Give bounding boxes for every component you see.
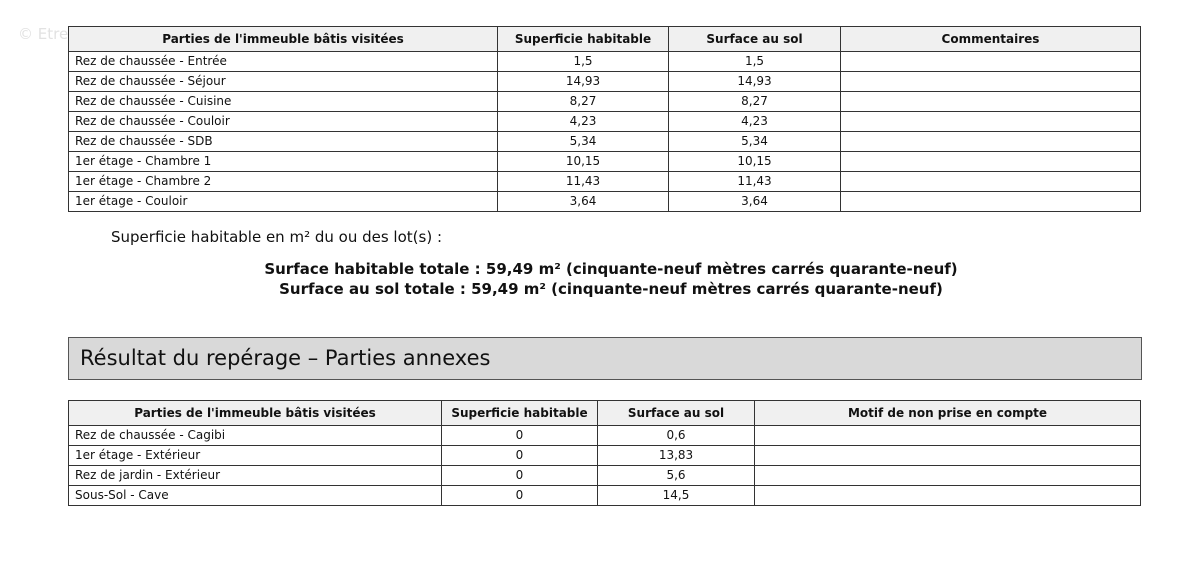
table-row: Sous-Sol - Cave 0 14,5 (68, 485, 1141, 506)
table-cell: 14,93 (668, 71, 841, 92)
table-cell: 0 (441, 485, 598, 506)
table-cell: Sous-Sol - Cave (68, 485, 442, 506)
table-cell: 10,15 (497, 151, 669, 172)
table-row: Rez de chaussée - Entrée 1,5 1,5 (68, 51, 1141, 72)
column-header: Parties de l'immeuble bâtis visitées (68, 26, 498, 52)
table-cell (840, 171, 1141, 192)
table-row: Rez de chaussée - SDB 5,34 5,34 (68, 131, 1141, 152)
table-cell: 11,43 (497, 171, 669, 192)
table-cell: Rez de chaussée - Entrée (68, 51, 498, 72)
table-cell: 5,34 (497, 131, 669, 152)
table-cell: 8,27 (668, 91, 841, 112)
table-row: 1er étage - Chambre 1 10,15 10,15 (68, 151, 1141, 172)
table-cell (754, 485, 1141, 506)
table-cell: 3,64 (668, 191, 841, 212)
table-cell: 1,5 (497, 51, 669, 72)
table-row: Rez de chaussée - Cagibi 0 0,6 (68, 425, 1141, 446)
column-header: Motif de non prise en compte (754, 400, 1141, 426)
table-cell: 0 (441, 465, 598, 486)
table-cell: 4,23 (497, 111, 669, 132)
table-cell (840, 71, 1141, 92)
annex-parts-table: Parties de l'immeuble bâtis visitées Supe… (68, 400, 1141, 506)
table-row: Rez de chaussée - Couloir 4,23 4,23 (68, 111, 1141, 132)
table-row: 1er étage - Extérieur 0 13,83 (68, 445, 1141, 466)
table-cell: 4,23 (668, 111, 841, 132)
table-cell: 1er étage - Chambre 2 (68, 171, 498, 192)
table-cell (754, 465, 1141, 486)
surface-subtitle: Superficie habitable en m² du ou des lot… (111, 228, 442, 246)
table-cell: Rez de chaussée - Couloir (68, 111, 498, 132)
table-row: Rez de jardin - Extérieur 0 5,6 (68, 465, 1141, 486)
table-cell: 0 (441, 425, 598, 446)
table-cell (840, 151, 1141, 172)
table-row: 1er étage - Couloir 3,64 3,64 (68, 191, 1141, 212)
table-cell: 5,34 (668, 131, 841, 152)
table-cell (754, 445, 1141, 466)
table-cell (840, 111, 1141, 132)
column-header: Surface au sol (668, 26, 841, 52)
table-cell (754, 425, 1141, 446)
table-cell: Rez de jardin - Extérieur (68, 465, 442, 486)
table-row: 1er étage - Chambre 2 11,43 11,43 (68, 171, 1141, 192)
table-cell: Rez de chaussée - Cuisine (68, 91, 498, 112)
column-header: Superficie habitable (441, 400, 598, 426)
table-cell: 10,15 (668, 151, 841, 172)
total-habitable: Surface habitable totale : 59,49 m² (cin… (264, 260, 958, 278)
table-cell (840, 51, 1141, 72)
table-cell: 3,64 (497, 191, 669, 212)
table-cell: 14,93 (497, 71, 669, 92)
column-header: Superficie habitable (497, 26, 669, 52)
table-header-row: Parties de l'immeuble bâtis visitées Supe… (68, 26, 1141, 52)
table-row: Rez de chaussée - Séjour 14,93 14,93 (68, 71, 1141, 92)
table-cell: 13,83 (597, 445, 755, 466)
habitable-parts-table: Parties de l'immeuble bâtis visitées Supe… (68, 26, 1141, 212)
table-cell (840, 131, 1141, 152)
table-cell: 14,5 (597, 485, 755, 506)
table-header-row: Parties de l'immeuble bâtis visitées Supe… (68, 400, 1141, 426)
table-cell: 5,6 (597, 465, 755, 486)
table-cell: Rez de chaussée - SDB (68, 131, 498, 152)
table-cell: 0 (441, 445, 598, 466)
table-cell: 1er étage - Extérieur (68, 445, 442, 466)
total-sol: Surface au sol totale : 59,49 m² (cinqua… (279, 280, 943, 298)
table-cell: 11,43 (668, 171, 841, 192)
table-cell (840, 91, 1141, 112)
column-header: Surface au sol (597, 400, 755, 426)
table-row: Rez de chaussée - Cuisine 8,27 8,27 (68, 91, 1141, 112)
table-cell: 1,5 (668, 51, 841, 72)
section-title: Résultat du repérage – Parties annexes (68, 337, 1142, 380)
table-cell: 1er étage - Couloir (68, 191, 498, 212)
column-header: Commentaires (840, 26, 1141, 52)
table-cell: 1er étage - Chambre 1 (68, 151, 498, 172)
table-cell: 8,27 (497, 91, 669, 112)
table-cell (840, 191, 1141, 212)
table-cell: Rez de chaussée - Cagibi (68, 425, 442, 446)
column-header: Parties de l'immeuble bâtis visitées (68, 400, 442, 426)
table-cell: Rez de chaussée - Séjour (68, 71, 498, 92)
table-cell: 0,6 (597, 425, 755, 446)
